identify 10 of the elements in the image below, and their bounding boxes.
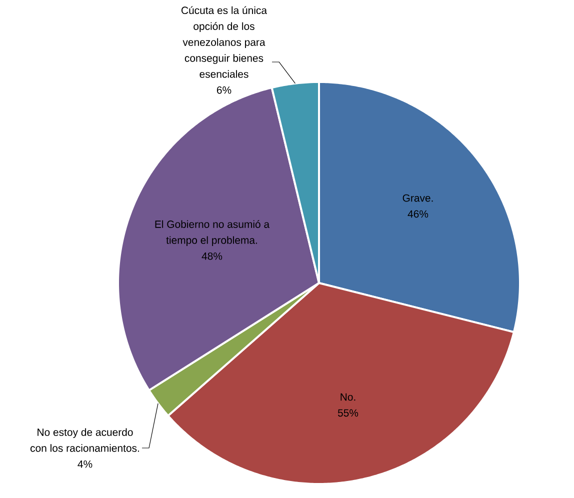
data-label: 55% [338,409,358,417]
data-label: 46% [408,210,428,218]
data-label: 4% [78,460,92,468]
data-label: 48% [202,252,222,260]
data-label: 6% [216,86,232,94]
slice-label: Cúcuta es la única opción de los venezolanos para conseguir bienes esenciales [182,6,268,78]
slice-label: Grave. [402,194,433,202]
slice-label: No. [340,393,356,401]
slice-label: No estoy de acuerdo con los racionamientos. [30,428,139,452]
slice-label: El Gobierno no asumió a tiempo el problema. [155,220,270,246]
